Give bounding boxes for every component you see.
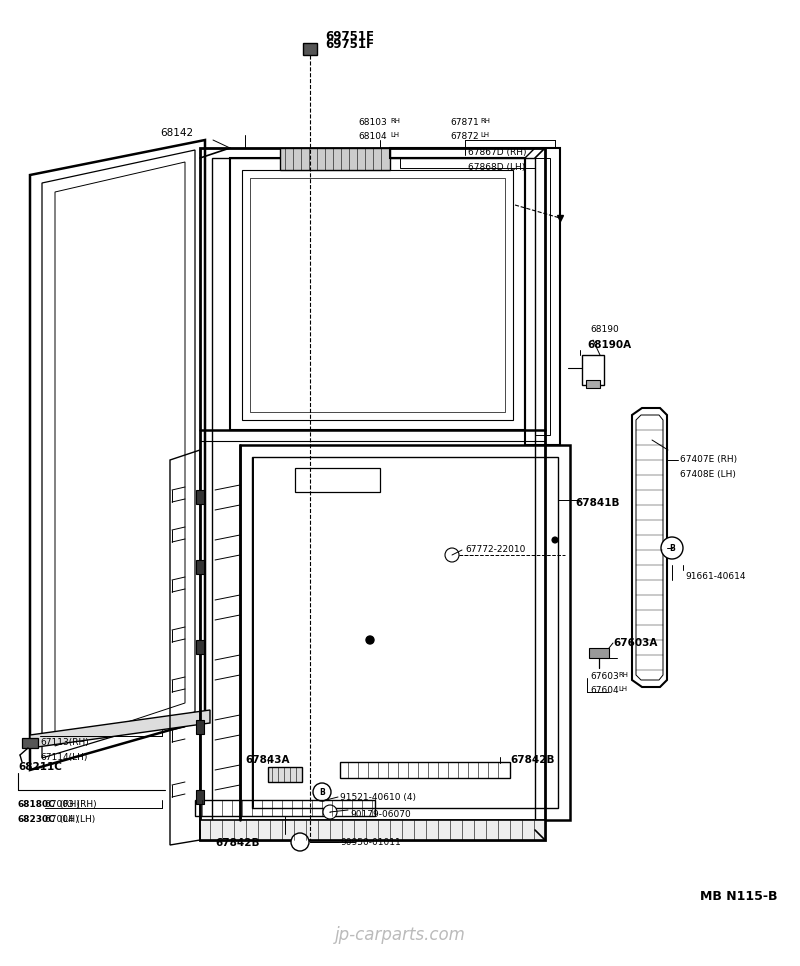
Bar [196,560,204,574]
Polygon shape [30,710,210,748]
Bar [586,380,600,388]
Bar [22,738,38,748]
Text: 69751F: 69751F [325,38,374,51]
Bar [303,43,317,55]
Text: RH: RH [618,672,628,678]
Text: 67407E (RH): 67407E (RH) [680,455,737,464]
Text: 68142: 68142 [160,128,193,138]
Text: LH: LH [390,132,399,138]
Text: 68230C: 68230C [18,815,56,824]
Circle shape [445,548,459,562]
Text: 69751F: 69751F [325,30,374,43]
Text: 90950-01011: 90950-01011 [340,838,401,847]
Text: 67868D (LH): 67868D (LH) [468,163,526,172]
Text: 68180C: 68180C [18,800,56,809]
Text: jp-carparts.com: jp-carparts.com [334,926,466,944]
Text: (LH): (LH) [57,815,78,824]
Text: 68211C: 68211C [18,762,62,772]
Bar [196,490,204,504]
Text: 67842B: 67842B [215,838,259,848]
Circle shape [366,636,374,644]
Text: 90179-06070: 90179-06070 [350,810,410,819]
Text: 91661-40614: 91661-40614 [685,572,746,581]
Bar [196,640,204,654]
Circle shape [552,537,558,543]
Text: 67871: 67871 [450,118,478,127]
Text: 67113(RH): 67113(RH) [40,738,89,747]
Text: 68103: 68103 [358,118,386,127]
Circle shape [661,537,683,559]
Text: RH: RH [480,118,490,124]
Text: LH: LH [480,132,489,138]
Polygon shape [280,148,390,170]
Bar [196,720,204,734]
Text: 67841B: 67841B [575,498,619,508]
Text: RH: RH [390,118,400,124]
Circle shape [323,805,337,819]
Text: (RH): (RH) [57,800,80,809]
Text: LH: LH [618,686,627,692]
Text: 67004 (LH): 67004 (LH) [45,815,95,824]
Circle shape [291,833,309,851]
Circle shape [313,783,331,801]
Text: 67114(LH): 67114(LH) [40,753,87,762]
Polygon shape [268,767,302,782]
Text: 67603: 67603 [590,672,618,681]
Text: 67003 (RH): 67003 (RH) [45,800,97,809]
Bar [582,355,604,385]
Text: B: B [669,544,675,553]
Text: 67604: 67604 [590,686,618,695]
Text: 67408E (LH): 67408E (LH) [680,470,736,479]
Text: 67603A: 67603A [613,638,658,648]
Text: MB N115-B: MB N115-B [700,890,778,903]
Bar [589,648,609,658]
Text: 67842B: 67842B [510,755,554,765]
Text: 68190A: 68190A [587,340,631,350]
Text: B: B [319,787,325,797]
Text: 68190: 68190 [590,325,618,334]
Text: 67872: 67872 [450,132,478,141]
Text: 67867D (RH): 67867D (RH) [468,148,526,157]
Text: 67772-22010: 67772-22010 [465,545,526,554]
Text: -: - [329,809,331,815]
Text: 91521-40610 (4): 91521-40610 (4) [340,793,416,802]
Polygon shape [200,820,545,840]
Text: 67843A: 67843A [245,755,290,765]
Bar [196,790,204,804]
Text: 68104: 68104 [358,132,386,141]
